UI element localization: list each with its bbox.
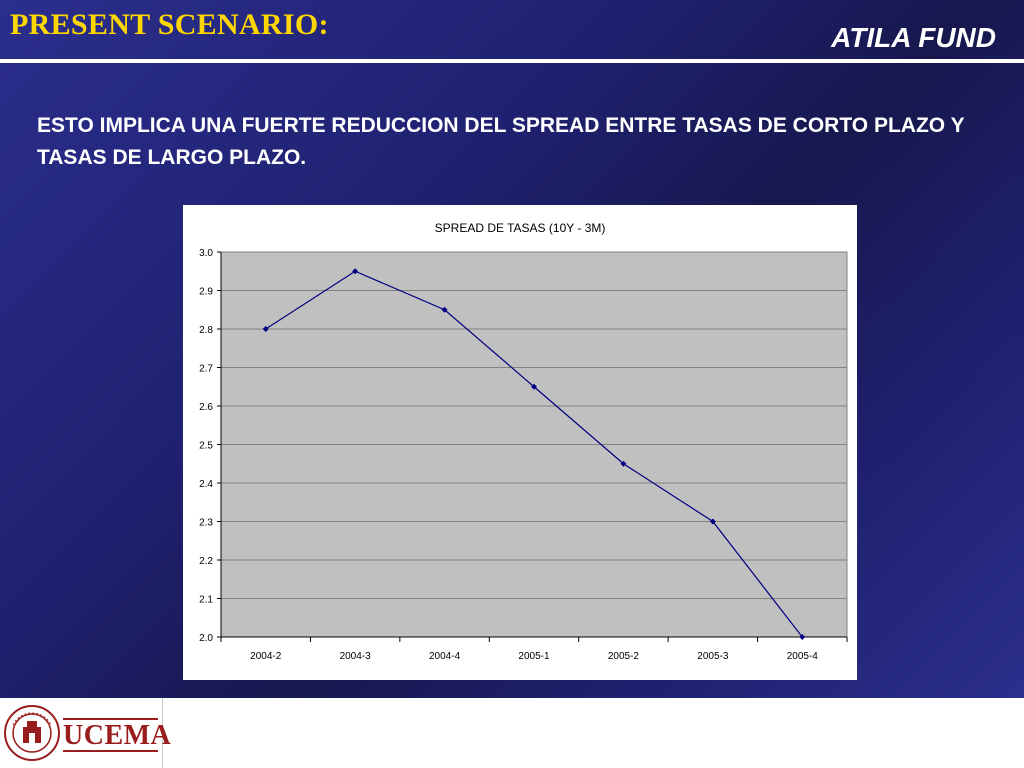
logo-rule-bottom [63, 750, 158, 752]
x-tick-label: 2005-3 [697, 651, 729, 662]
chart-container: 2.0 2.1 2.2 2.3 2.4 2.5 2.6 2.7 2.8 2.9 3.0 2004-2 2… [183, 205, 857, 680]
spread-line-chart: 2.0 2.1 2.2 2.3 2.4 2.5 2.6 2.7 2.8 2.9 3.0 2004-2 2… [199, 221, 848, 662]
y-tick-label: 2.7 [199, 364, 213, 375]
slide-title: PRESENT SCENARIO: [10, 8, 329, 41]
header-divider [0, 59, 1024, 63]
y-tick-label: 2.1 [199, 595, 213, 606]
y-tick-label: 2.9 [199, 287, 213, 298]
y-tick-label: 2.6 [199, 402, 213, 413]
y-tick-label: 2.4 [199, 479, 213, 490]
data-point-marker [352, 268, 359, 275]
data-point-marker [531, 383, 537, 390]
y-tick-label: 2.2 [199, 556, 213, 567]
data-point-marker [441, 306, 448, 313]
data-point-marker [799, 634, 806, 640]
university-seal-icon [4, 705, 60, 761]
body-text: ESTO IMPLICA UNA FUERTE REDUCCION DEL SP… [37, 114, 965, 169]
footer-bar: UCEMA [0, 698, 1024, 768]
y-tick-label: 2.0 [199, 633, 213, 644]
data-point-marker [709, 518, 716, 525]
data-point-marker [262, 326, 269, 332]
x-tick-label: 2005-1 [518, 651, 550, 662]
y-tick-label: 2.3 [199, 518, 213, 529]
chart-title: SPREAD DE TASAS (10Y - 3M) [435, 221, 606, 235]
x-tick-label: 2004-4 [429, 651, 461, 662]
fund-name: ATILA FUND [831, 22, 996, 53]
logo-text: UCEMA [63, 720, 172, 751]
y-tick-label: 2.8 [199, 325, 213, 336]
x-tick-label: 2004-3 [340, 651, 372, 662]
ucema-logo: UCEMA [0, 698, 171, 768]
y-tick-label: 2.5 [199, 441, 213, 452]
logo-rule-top [63, 718, 158, 720]
x-tick-label: 2005-4 [787, 651, 819, 662]
x-tick-label: 2004-2 [250, 651, 282, 662]
data-point-marker [620, 460, 627, 467]
x-tick-label: 2005-2 [608, 651, 640, 662]
y-tick-label: 3.0 [199, 248, 213, 259]
